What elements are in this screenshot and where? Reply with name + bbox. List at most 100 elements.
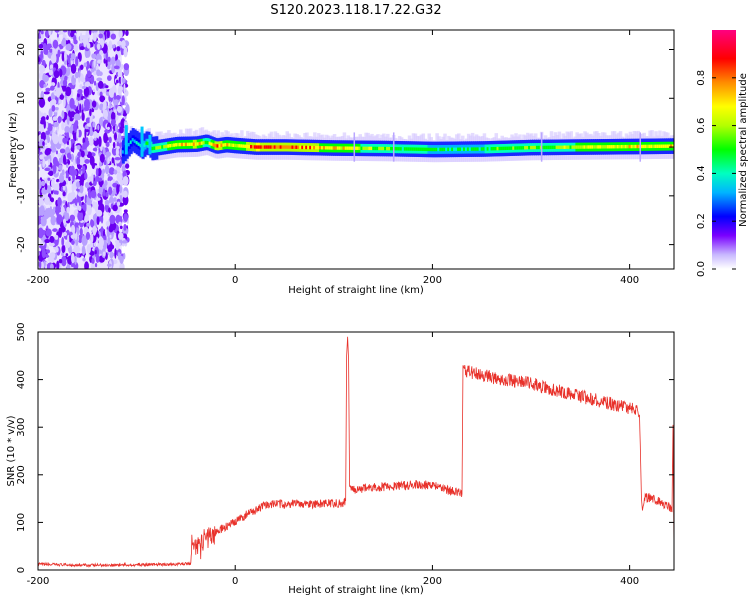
- noise-speck: [87, 70, 92, 78]
- noise-speck: [62, 231, 68, 237]
- x-tick-label: -200: [27, 576, 50, 587]
- noise-speck: [125, 30, 129, 36]
- ridge-peak: [532, 145, 536, 150]
- noise-speck: [65, 43, 72, 51]
- ridge-peak: [563, 145, 567, 149]
- ridge-peak: [668, 144, 672, 148]
- noise-speck: [82, 142, 88, 150]
- noise-speck: [54, 204, 62, 216]
- noise-speck: [60, 221, 64, 232]
- noise-speck: [97, 80, 104, 89]
- ridge-peak: [208, 141, 212, 146]
- noise-speck: [57, 152, 62, 158]
- noise-speck: [64, 125, 70, 133]
- ridge-peak: [251, 145, 255, 149]
- noise-speck: [117, 132, 122, 144]
- noise-speck: [57, 181, 60, 191]
- y-tick-label: 20: [16, 43, 27, 56]
- noise-speck: [71, 240, 75, 245]
- noise-speck: [92, 32, 97, 42]
- noise-speck: [62, 79, 68, 87]
- noise-speck: [61, 122, 65, 131]
- spectral-ridge: [121, 125, 674, 165]
- ridge-peak: [528, 145, 532, 150]
- noise-speck: [45, 228, 52, 237]
- ridge-peak: [393, 147, 397, 151]
- noise-speck: [107, 244, 115, 250]
- noise-speck: [103, 109, 109, 119]
- noise-speck: [99, 50, 104, 56]
- noise-speck: [49, 48, 53, 53]
- ridge-peak: [196, 142, 200, 146]
- noise-speck: [105, 91, 110, 96]
- noise-speck: [48, 170, 54, 177]
- ridge-peak: [362, 146, 366, 151]
- ridge-peak: [399, 147, 403, 151]
- noise-speck: [123, 223, 127, 231]
- ridge-peak: [599, 145, 603, 149]
- noise-speck: [106, 30, 110, 39]
- noise-speck: [65, 253, 69, 257]
- ridge-peak: [557, 145, 561, 149]
- noise-speck: [125, 103, 130, 115]
- ridge-peak: [378, 146, 382, 151]
- ridge-peak: [121, 150, 125, 154]
- noise-speck: [77, 92, 80, 98]
- ridge-peak: [553, 145, 557, 150]
- noise-speck: [117, 232, 124, 240]
- noise-speck: [61, 51, 65, 62]
- ridge-peak: [244, 144, 248, 148]
- noise-speck: [38, 166, 41, 172]
- noise-speck: [110, 119, 116, 127]
- ridge-peak: [622, 144, 626, 149]
- noise-speck: [123, 63, 130, 71]
- ridge-peak: [206, 140, 210, 145]
- ridge-peak: [510, 146, 514, 150]
- noise-speck: [51, 104, 56, 112]
- noise-speck: [76, 252, 80, 258]
- x-tick-label: 400: [620, 275, 639, 286]
- noise-speck: [63, 138, 67, 145]
- noise-speck: [38, 110, 42, 119]
- ridge-peak: [455, 147, 459, 151]
- noise-speck: [48, 69, 53, 76]
- ridge-peak: [439, 147, 443, 152]
- ridge-peak: [342, 146, 346, 150]
- noise-speck: [73, 113, 81, 121]
- y-tick-label: 400: [16, 370, 27, 389]
- noise-speck: [119, 225, 123, 230]
- ridge-peak: [234, 143, 238, 148]
- noise-speck: [109, 214, 116, 225]
- noise-speck: [70, 153, 75, 162]
- noise-speck: [73, 169, 78, 176]
- ridge-peak: [255, 145, 259, 149]
- noise-speck: [99, 153, 105, 163]
- noise-speck: [69, 180, 73, 185]
- noise-speck: [114, 240, 120, 244]
- noise-speck: [62, 186, 66, 191]
- colorbar-label: Normalized spectral amplitude: [738, 73, 749, 227]
- noise-speck: [49, 252, 56, 259]
- noise-speck: [107, 56, 111, 62]
- noise-speck: [113, 65, 120, 70]
- snr-y-label: SNR (10 * v/v): [6, 415, 17, 486]
- ridge-peak: [324, 146, 328, 150]
- noise-speck: [116, 201, 121, 206]
- noise-speck: [46, 43, 53, 49]
- noise-speck: [116, 172, 123, 182]
- noise-speck: [70, 31, 75, 38]
- ridge-peak: [157, 145, 161, 150]
- ridge-peak: [652, 144, 656, 149]
- ridge-peak: [366, 146, 370, 151]
- noise-speck: [44, 139, 48, 144]
- noise-speck: [39, 154, 44, 160]
- ridge-peak: [445, 147, 449, 152]
- noise-speck: [38, 179, 42, 190]
- ridge-peak: [171, 143, 175, 148]
- noise-speck: [64, 51, 67, 61]
- noise-speck: [108, 87, 115, 98]
- ridge-peak: [518, 146, 522, 150]
- ridge-peak: [242, 144, 246, 148]
- ridge-peak: [498, 146, 502, 151]
- ridge-peak: [173, 143, 177, 147]
